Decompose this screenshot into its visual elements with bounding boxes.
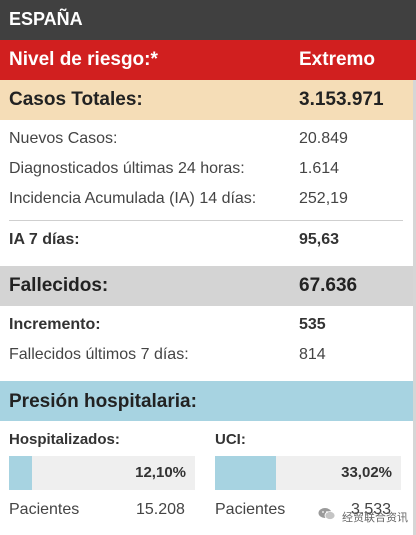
ia7-value: 95,63 <box>299 231 340 248</box>
diagnosed-24h-value: 1.614 <box>299 160 340 177</box>
hospital-pressure-label: Presión hospitalaria: <box>9 391 197 412</box>
new-cases-label: Nuevos Casos: <box>9 130 118 147</box>
deaths-section: Fallecidos: 67.636 <box>0 266 413 306</box>
deaths-label: Fallecidos: <box>9 275 109 296</box>
deaths-7d-value: 814 <box>299 346 326 363</box>
icu-percent: 33,02% <box>341 464 392 481</box>
hospitalized-progress-fill <box>9 456 32 490</box>
risk-level-value: Extremo <box>299 49 376 70</box>
watermark: 经贸联合资讯 <box>316 505 416 527</box>
diagnosed-24h-label: Diagnosticados últimas 24 horas: <box>9 160 245 177</box>
hospitalized-patients-value: 15.208 <box>136 501 185 518</box>
region-header: ESPAÑA <box>0 0 416 40</box>
total-cases-section: Casos Totales: 3.153.971 <box>0 80 413 120</box>
hospitalized-patients-label: Pacientes <box>9 501 80 518</box>
icu-patients-label: Pacientes <box>215 501 286 518</box>
icu-progress-fill <box>215 456 277 490</box>
section-divider <box>9 220 403 221</box>
hospitalized-percent: 12,10% <box>135 464 186 481</box>
icu-label: UCI: <box>215 431 246 448</box>
incidence-14d-label: Incidencia Acumulada (IA) 14 días: <box>9 190 257 207</box>
region-title: ESPAÑA <box>9 9 83 29</box>
hospitalized-progress-bar: 12,10% <box>9 456 195 490</box>
increment-value: 535 <box>299 316 326 333</box>
icu-patients-value: 3.533 <box>351 501 392 518</box>
icu-progress-bar: 33,02% <box>215 456 401 490</box>
incidence-14d-value: 252,19 <box>299 190 348 207</box>
deaths-value: 67.636 <box>299 275 358 296</box>
hospitalized-label: Hospitalizados: <box>9 431 120 448</box>
new-cases-value: 20.849 <box>299 130 348 147</box>
increment-label: Incremento: <box>9 316 101 333</box>
total-cases-label: Casos Totales: <box>9 89 143 110</box>
risk-level-label: Nivel de riesgo:* <box>9 49 158 70</box>
right-edge-divider <box>413 80 416 535</box>
wechat-icon <box>318 507 336 521</box>
deaths-7d-label: Fallecidos últimos 7 días: <box>9 346 189 363</box>
ia7-label: IA 7 días: <box>9 231 80 248</box>
risk-level-bar: Nivel de riesgo:* Extremo <box>0 40 416 80</box>
total-cases-value: 3.153.971 <box>299 89 384 110</box>
hospital-pressure-section: Presión hospitalaria: <box>0 381 413 421</box>
watermark-text: 经贸联合资讯 <box>342 512 408 524</box>
